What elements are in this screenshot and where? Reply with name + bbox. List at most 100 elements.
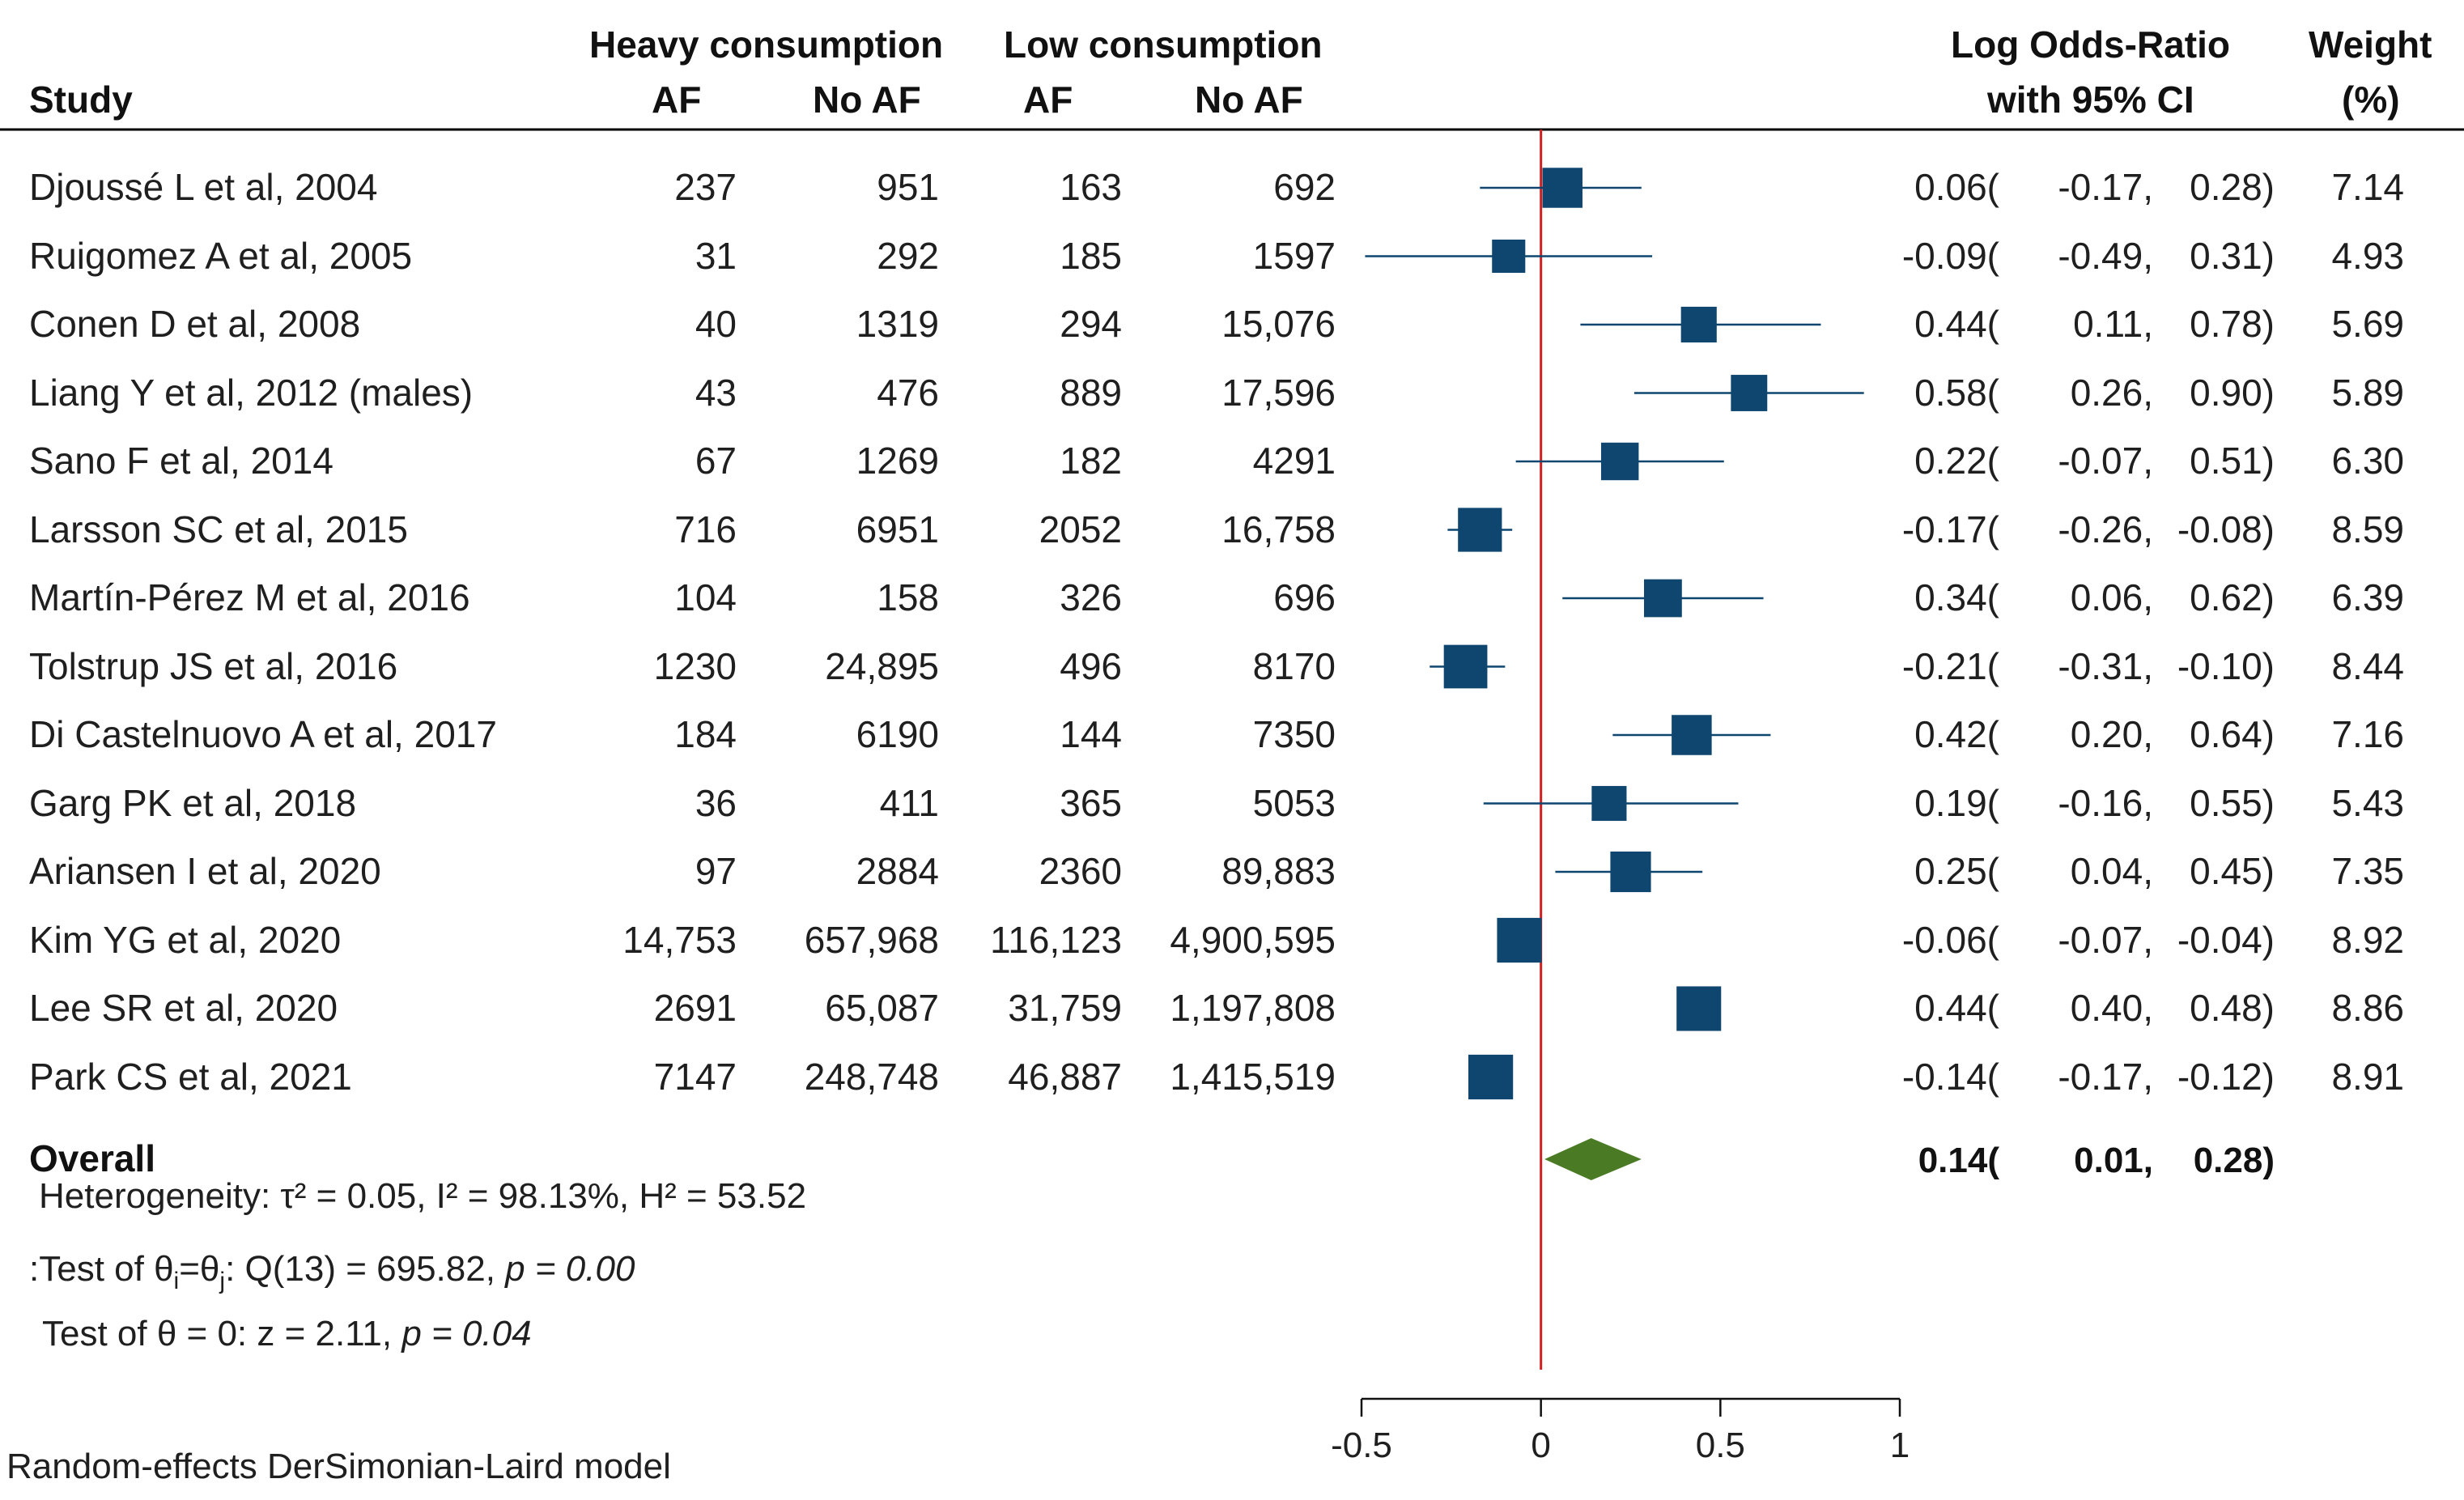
estimate-value: -0.17(	[1901, 508, 1999, 550]
model-note: Random-effects DerSimonian-Laird model	[6, 1447, 671, 1486]
weight-value: 5.89	[2331, 371, 2404, 414]
heavy-af-value: 2691	[653, 987, 737, 1029]
heavy-noaf-value: 65,087	[825, 987, 939, 1029]
low-af-value: 294	[1060, 303, 1122, 345]
study-marker	[1443, 644, 1488, 689]
ci-upper-value: -0.10)	[2177, 644, 2275, 687]
low-noaf-value: 4,900,595	[1170, 918, 1336, 961]
low-af-value: 182	[1060, 440, 1122, 482]
estimate-value: 0.42(	[1914, 713, 1999, 755]
heavy-af-value: 7147	[653, 1055, 737, 1098]
estimate-value: 0.44(	[1914, 987, 1999, 1029]
ci-upper-value: 0.64)	[2190, 713, 2275, 755]
ci-upper-value: 0.55)	[2190, 781, 2275, 824]
study-name: Di Castelnuovo A et al, 2017	[29, 713, 497, 755]
header-weight-line1: Weight	[2309, 23, 2432, 66]
heavy-noaf-value: 248,748	[804, 1055, 939, 1098]
study-marker	[1672, 715, 1712, 755]
low-af-value: 144	[1060, 713, 1122, 755]
weight-value: 5.69	[2331, 303, 2404, 345]
heavy-af-value: 31	[695, 234, 737, 277]
heavy-af-value: 1230	[653, 644, 737, 687]
ci-upper-value: 0.45)	[2190, 850, 2275, 892]
heavy-noaf-value: 24,895	[825, 644, 939, 687]
low-noaf-value: 1,197,808	[1170, 987, 1336, 1029]
low-af-value: 2052	[1039, 508, 1122, 550]
overall-estimate: 0.14(	[1918, 1141, 1999, 1180]
header-heavy-af: AF	[652, 79, 702, 121]
ci-lower-value: -0.26,	[2058, 508, 2153, 550]
header-heavy-noaf: No AF	[813, 79, 921, 121]
estimate-value: 0.25(	[1914, 850, 1999, 892]
heavy-af-value: 97	[695, 850, 737, 892]
heavy-af-value: 67	[695, 440, 737, 482]
heavy-noaf-value: 2884	[856, 850, 939, 892]
low-noaf-value: 17,596	[1221, 371, 1336, 414]
heavy-af-value: 14,753	[622, 918, 737, 961]
study-name: Tolstrup JS et al, 2016	[29, 644, 398, 687]
weight-value: 6.30	[2331, 440, 2404, 482]
low-af-value: 496	[1060, 644, 1122, 687]
study-name: Martín-Pérez M et al, 2016	[29, 576, 470, 618]
study-marker	[1492, 239, 1526, 274]
ci-lower-value: -0.17,	[2058, 1055, 2153, 1098]
low-noaf-value: 696	[1273, 576, 1336, 618]
estimate-value: 0.44(	[1914, 303, 1999, 345]
heavy-af-value: 43	[695, 371, 737, 414]
low-noaf-value: 4291	[1252, 440, 1336, 482]
weight-value: 7.16	[2331, 713, 2404, 755]
ci-upper-value: 0.28)	[2190, 166, 2275, 208]
ci-lower-value: -0.16,	[2058, 781, 2153, 824]
estimate-value: 0.22(	[1914, 440, 1999, 482]
theta-test-text: Test of θ = 0: z = 2.11, p = 0.04	[42, 1314, 532, 1353]
low-noaf-value: 15,076	[1221, 303, 1336, 345]
low-noaf-value: 692	[1273, 166, 1336, 208]
overall-ci-upper: 0.28)	[2193, 1141, 2275, 1180]
weight-value: 8.59	[2331, 508, 2404, 550]
weight-value: 4.93	[2331, 234, 2404, 277]
ci-upper-value: 0.90)	[2190, 371, 2275, 414]
heavy-af-value: 184	[674, 713, 737, 755]
heavy-af-value: 40	[695, 303, 737, 345]
estimate-value: -0.09(	[1901, 234, 1999, 277]
weight-value: 8.86	[2331, 987, 2404, 1029]
heavy-noaf-value: 476	[877, 371, 939, 414]
ci-upper-value: -0.04)	[2177, 918, 2275, 961]
header-effect-line1: Log Odds-Ratio	[1951, 23, 2230, 66]
study-marker	[1497, 917, 1542, 963]
heavy-noaf-value: 6190	[856, 713, 939, 755]
estimate-value: -0.06(	[1901, 918, 1999, 961]
heavy-noaf-value: 158	[877, 576, 939, 618]
heavy-af-value: 104	[674, 576, 737, 618]
study-name: Djoussé L et al, 2004	[29, 166, 378, 208]
header-low-consumption: Low consumption	[1004, 23, 1323, 66]
ci-lower-value: 0.06,	[2070, 576, 2153, 618]
low-noaf-value: 16,758	[1221, 508, 1336, 550]
x-axis-tick-label: 0	[1531, 1426, 1550, 1465]
ci-lower-value: -0.07,	[2058, 918, 2153, 961]
ci-lower-value: -0.07,	[2058, 440, 2153, 482]
weight-value: 8.91	[2331, 1055, 2404, 1098]
study-name: Garg PK et al, 2018	[29, 781, 357, 824]
header-low-af: AF	[1023, 79, 1073, 121]
low-noaf-value: 89,883	[1221, 850, 1336, 892]
study-name: Conen D et al, 2008	[29, 303, 361, 345]
study-marker	[1680, 306, 1717, 343]
ci-upper-value: -0.12)	[2177, 1055, 2275, 1098]
low-af-value: 46,887	[1008, 1055, 1122, 1098]
heavy-noaf-value: 292	[877, 234, 939, 277]
x-axis-tick-label: 1	[1890, 1426, 1910, 1465]
heavy-af-value: 716	[674, 508, 737, 550]
ci-lower-value: -0.49,	[2058, 234, 2153, 277]
study-name: Kim YG et al, 2020	[29, 918, 342, 961]
low-af-value: 116,123	[990, 918, 1122, 961]
study-marker	[1610, 851, 1651, 893]
low-af-value: 889	[1060, 371, 1122, 414]
heavy-noaf-value: 1269	[856, 440, 939, 482]
overall-diamond	[1544, 1138, 1642, 1180]
weight-value: 6.39	[2331, 576, 2404, 618]
ci-upper-value: 0.62)	[2190, 576, 2275, 618]
weight-value: 8.92	[2331, 918, 2404, 961]
ci-lower-value: -0.31,	[2058, 644, 2153, 687]
heavy-af-value: 237	[674, 166, 737, 208]
